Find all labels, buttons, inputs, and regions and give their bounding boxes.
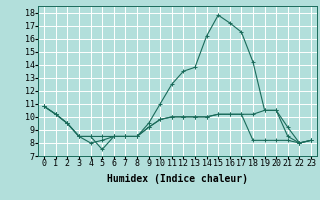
- X-axis label: Humidex (Indice chaleur): Humidex (Indice chaleur): [107, 174, 248, 184]
